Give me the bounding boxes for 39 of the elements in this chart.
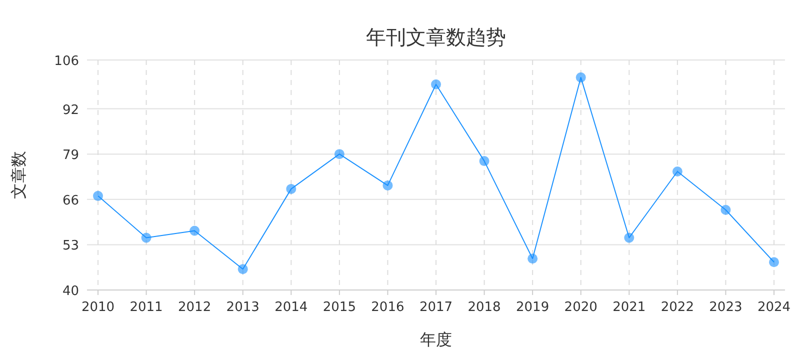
y-tick-label: 79 — [62, 148, 79, 164]
x-tick-label: 2010 — [81, 300, 115, 315]
y-tick-label: 53 — [62, 238, 79, 254]
x-tick-label: 2022 — [660, 300, 694, 315]
point — [576, 72, 586, 82]
x-tick-label: 2024 — [757, 300, 791, 315]
point — [286, 184, 296, 194]
point — [479, 156, 490, 166]
x-tick-label: 2017 — [419, 300, 453, 315]
x-tick-label: 2018 — [468, 300, 501, 315]
point — [382, 180, 393, 190]
point — [93, 190, 103, 201]
y-tick-label: 66 — [62, 193, 79, 208]
point — [769, 257, 779, 268]
point — [720, 204, 731, 215]
point — [190, 226, 200, 236]
point — [624, 232, 634, 243]
x-tick-label: 2015 — [322, 300, 356, 315]
y-axis-title: 文章数 — [9, 151, 28, 199]
point — [141, 232, 152, 243]
x-tick-label: 2021 — [612, 300, 646, 315]
x-tick-label: 2013 — [226, 300, 260, 315]
y-tick-label: 106 — [54, 54, 79, 69]
y-tick-label: 92 — [62, 102, 79, 118]
y-tick-label: 40 — [62, 284, 79, 299]
point — [334, 149, 344, 160]
point — [238, 264, 248, 274]
x-tick-label: 2012 — [178, 300, 212, 315]
x-tick-label: 2016 — [371, 300, 404, 315]
x-axis-title: 年度 — [420, 330, 452, 349]
chart-title: 年刊文章数趋势 — [366, 25, 506, 49]
point — [672, 166, 682, 177]
x-tick-label: 2023 — [709, 300, 742, 315]
point — [431, 79, 441, 90]
x-tick-label: 2019 — [516, 300, 550, 315]
x-tick-label: 2011 — [130, 300, 163, 315]
x-tick-label: 2014 — [274, 300, 308, 315]
point — [528, 254, 538, 264]
x-tick-label: 2020 — [564, 300, 598, 315]
